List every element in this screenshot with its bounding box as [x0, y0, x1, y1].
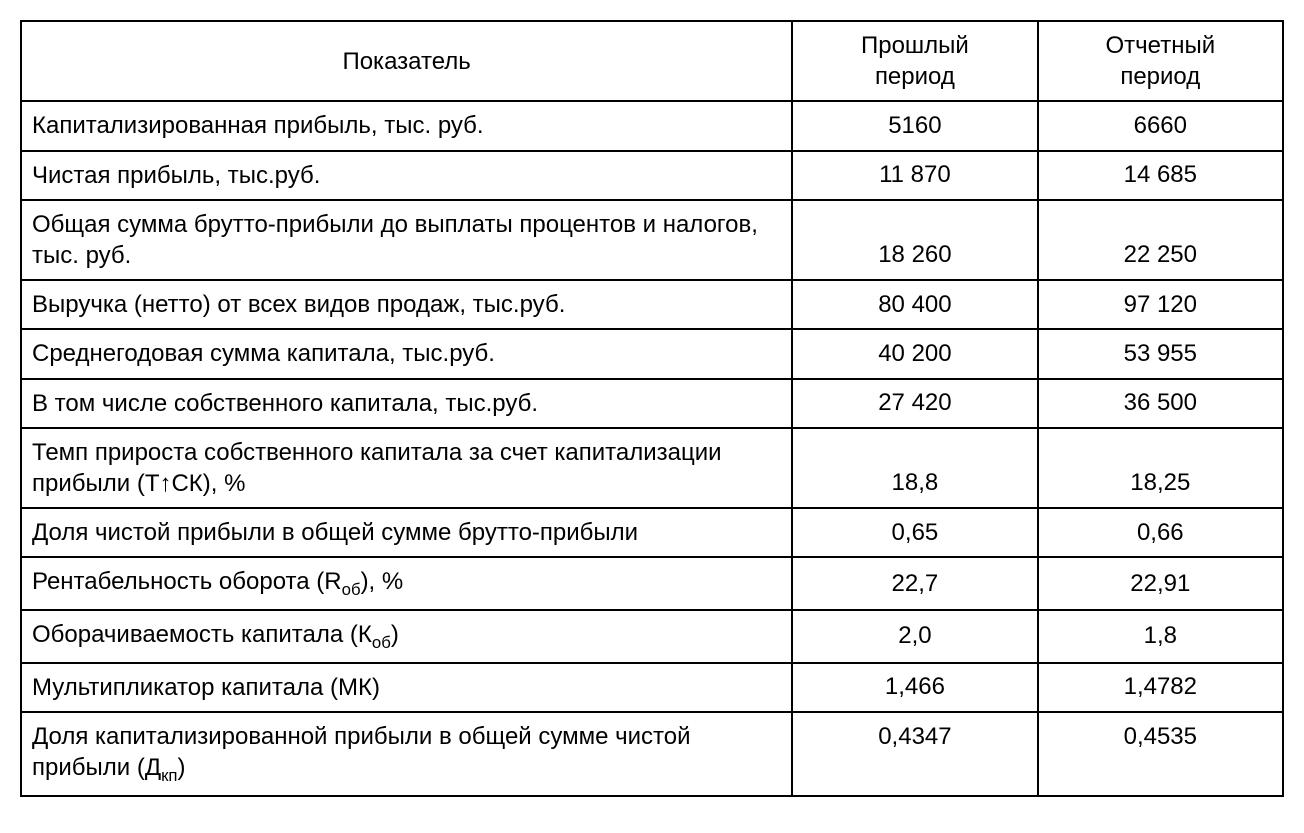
indicator-label: Темп прироста собственного капитала за с… — [21, 428, 792, 508]
curr-period-value: 6660 — [1038, 101, 1283, 150]
indicator-label: Выручка (нетто) от всех видов продаж, ты… — [21, 280, 792, 329]
table-row: Среднегодовая сумма капитала, тыс.руб.40… — [21, 329, 1283, 378]
curr-period-value: 0,66 — [1038, 508, 1283, 557]
indicator-label: Капитализированная прибыль, тыс. руб. — [21, 101, 792, 150]
indicator-label: Общая сумма брутто-прибыли до выплаты пр… — [21, 200, 792, 280]
curr-period-value: 53 955 — [1038, 329, 1283, 378]
prev-period-value: 11 870 — [792, 151, 1037, 200]
prev-period-value: 18,8 — [792, 428, 1037, 508]
table-row: Общая сумма брутто-прибыли до выплаты пр… — [21, 200, 1283, 280]
curr-period-value: 1,4782 — [1038, 663, 1283, 712]
table-row: В том числе собственного капитала, тыс.р… — [21, 379, 1283, 428]
prev-period-value: 27 420 — [792, 379, 1037, 428]
prev-period-value: 18 260 — [792, 200, 1037, 280]
table-row: Чистая прибыль, тыс.руб.11 87014 685 — [21, 151, 1283, 200]
curr-period-value: 14 685 — [1038, 151, 1283, 200]
table-row: Капитализированная прибыль, тыс. руб.516… — [21, 101, 1283, 150]
table-row: Выручка (нетто) от всех видов продаж, ты… — [21, 280, 1283, 329]
prev-period-value: 2,0 — [792, 610, 1037, 663]
prev-period-value: 1,466 — [792, 663, 1037, 712]
header-curr-period: Отчетный период — [1038, 21, 1283, 101]
curr-period-value: 18,25 — [1038, 428, 1283, 508]
prev-period-value: 0,65 — [792, 508, 1037, 557]
indicator-label: Чистая прибыль, тыс.руб. — [21, 151, 792, 200]
curr-period-value: 1,8 — [1038, 610, 1283, 663]
table-row: Мультипликатор капитала (МК)1,4661,4782 — [21, 663, 1283, 712]
curr-period-value: 22,91 — [1038, 557, 1283, 610]
header-prev-period: Прошлый период — [792, 21, 1037, 101]
prev-period-value: 40 200 — [792, 329, 1037, 378]
indicator-label: Мультипликатор капитала (МК) — [21, 663, 792, 712]
indicator-label: Доля капитализированной прибыли в общей … — [21, 712, 792, 796]
table-row: Доля капитализированной прибыли в общей … — [21, 712, 1283, 796]
indicator-label: Среднегодовая сумма капитала, тыс.руб. — [21, 329, 792, 378]
prev-period-value: 5160 — [792, 101, 1037, 150]
table-row: Оборачиваемость капитала (Коб)2,01,8 — [21, 610, 1283, 663]
financial-indicators-table: Показатель Прошлый период Отчетный перио… — [20, 20, 1284, 797]
header-prev-line2: период — [875, 63, 955, 90]
header-curr-line2: период — [1120, 63, 1200, 90]
table-header-row: Показатель Прошлый период Отчетный перио… — [21, 21, 1283, 101]
prev-period-value: 80 400 — [792, 280, 1037, 329]
curr-period-value: 0,4535 — [1038, 712, 1283, 796]
table-row: Доля чистой прибыли в общей сумме брутто… — [21, 508, 1283, 557]
curr-period-value: 97 120 — [1038, 280, 1283, 329]
curr-period-value: 22 250 — [1038, 200, 1283, 280]
prev-period-value: 0,4347 — [792, 712, 1037, 796]
curr-period-value: 36 500 — [1038, 379, 1283, 428]
table-row: Темп прироста собственного капитала за с… — [21, 428, 1283, 508]
table-row: Рентабельность оборота (Rоб), %22,722,91 — [21, 557, 1283, 610]
indicator-label: Оборачиваемость капитала (Коб) — [21, 610, 792, 663]
header-indicator: Показатель — [21, 21, 792, 101]
prev-period-value: 22,7 — [792, 557, 1037, 610]
indicator-label: Доля чистой прибыли в общей сумме брутто… — [21, 508, 792, 557]
table-body: Капитализированная прибыль, тыс. руб.516… — [21, 101, 1283, 795]
indicator-label: Рентабельность оборота (Rоб), % — [21, 557, 792, 610]
indicator-label: В том числе собственного капитала, тыс.р… — [21, 379, 792, 428]
header-prev-line1: Прошлый — [861, 32, 969, 59]
header-curr-line1: Отчетный — [1105, 32, 1215, 59]
